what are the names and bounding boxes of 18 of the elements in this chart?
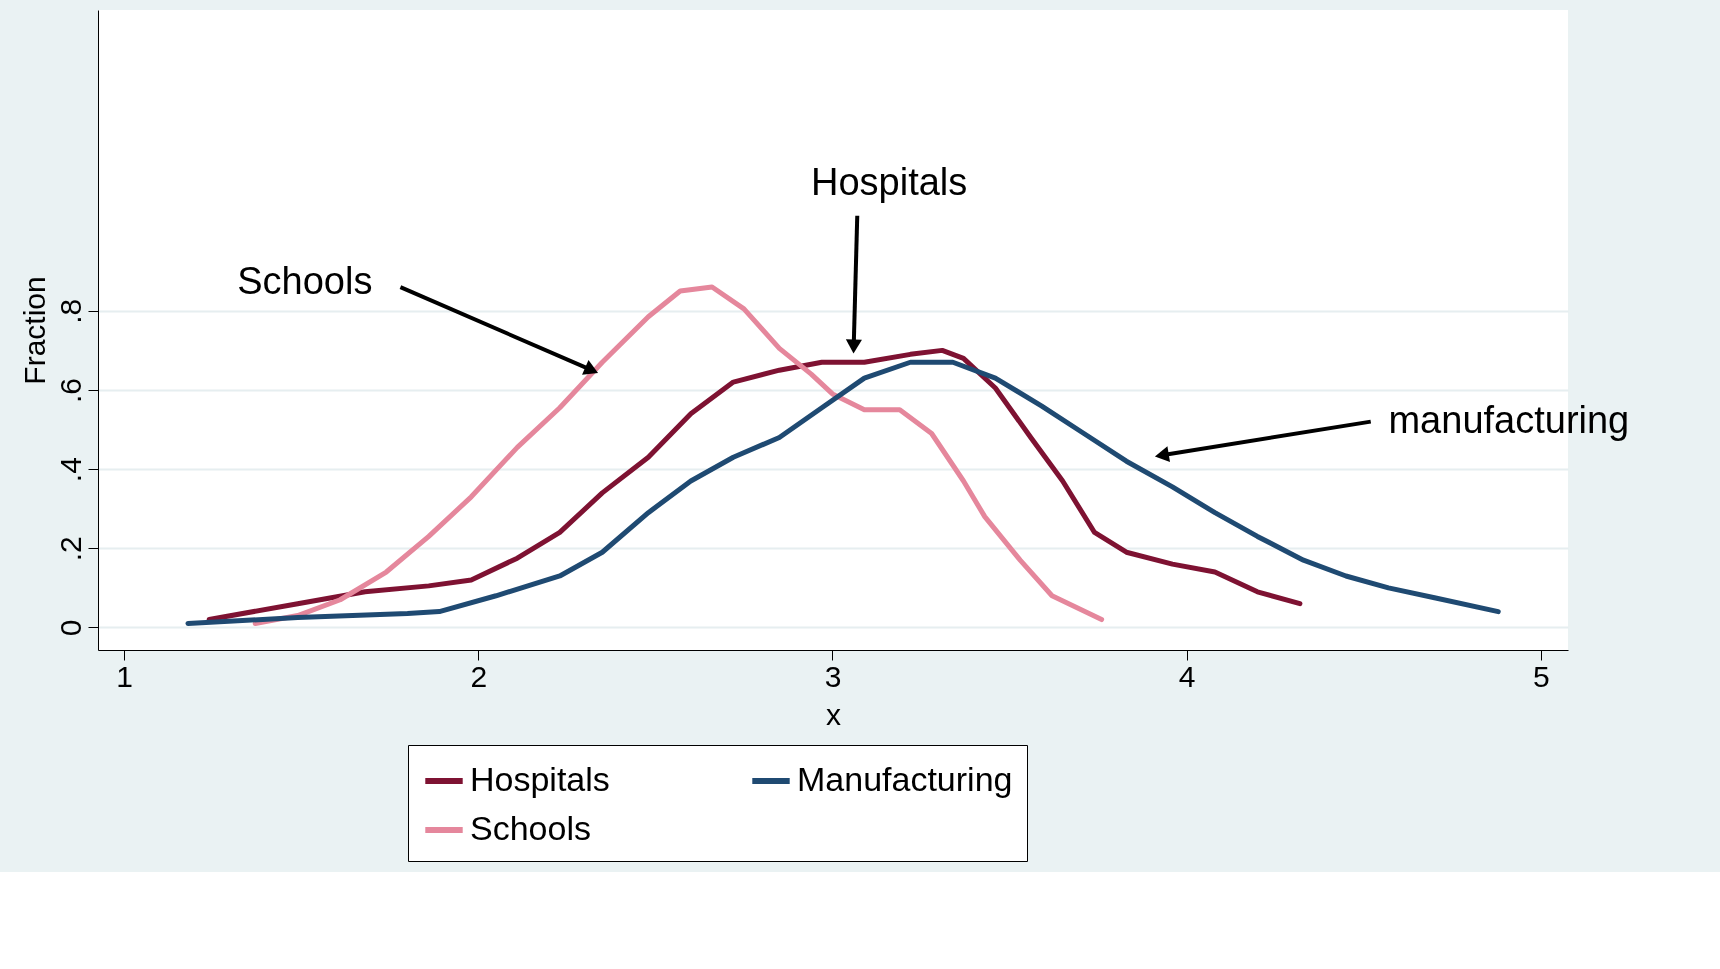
legend-label: Manufacturing (797, 760, 1013, 798)
y-tick-label: .8 (53, 298, 87, 324)
x-tick-label: 3 (824, 659, 842, 693)
y-axis-title: Fraction (17, 276, 51, 385)
legend-label: Schools (470, 809, 591, 847)
x-tick-label: 2 (470, 659, 488, 693)
y-tick-label: .2 (53, 536, 87, 562)
y-tick-label: 0 (53, 619, 87, 637)
annotation: manufacturing (1388, 398, 1630, 441)
x-axis-title: x (826, 697, 841, 731)
annotation: Schools (237, 260, 373, 303)
legend-label: Hospitals (470, 760, 610, 798)
x-tick-label: 4 (1178, 659, 1196, 693)
x-tick-label: 5 (1532, 659, 1550, 693)
x-tick-label: 1 (116, 659, 134, 693)
y-tick-label: .6 (53, 377, 87, 403)
y-tick-label: .4 (53, 457, 87, 483)
annotation: Hospitals (810, 161, 968, 204)
